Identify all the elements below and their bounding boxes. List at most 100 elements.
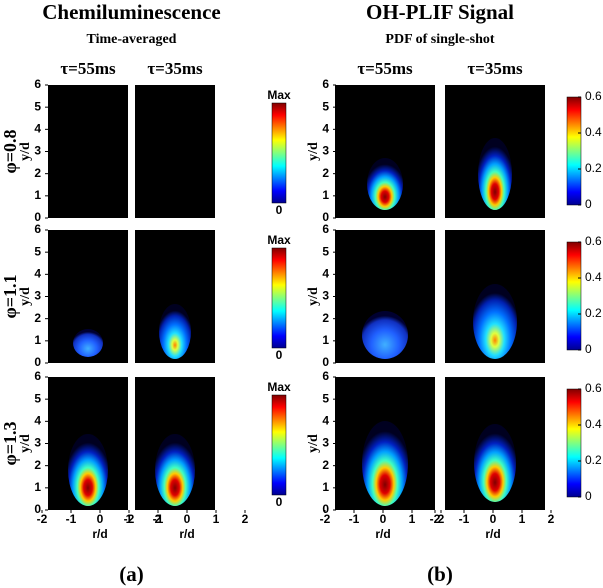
x-tick-label: -1 (459, 512, 470, 526)
y-tick-label: 1 (34, 188, 41, 202)
image-panel (135, 85, 215, 218)
y-tick-label: 3 (322, 289, 329, 303)
y-tick-label: 1 (34, 333, 41, 347)
y-tick-label: 1 (322, 188, 329, 202)
y-tick-label: 2 (322, 311, 329, 325)
colorbar-tick-label: 0.2 (585, 306, 602, 320)
x-tick-label: -2 (37, 512, 48, 526)
flame (473, 284, 517, 359)
y-tick-label: 3 (322, 436, 329, 450)
colorbar-tick-label: 0.6 (585, 381, 602, 395)
colorbar (271, 394, 287, 496)
column-label: τ=55ms (357, 59, 413, 78)
panel-label: (b) (427, 562, 453, 586)
colorbar-label: Max (267, 88, 291, 102)
colorbar-label: 0 (276, 495, 283, 509)
panel-label: (a) (119, 562, 144, 586)
colorbar (271, 247, 287, 349)
y-tick-label: 5 (322, 99, 329, 113)
colorbar-label: 0 (276, 203, 283, 217)
flame (159, 304, 191, 359)
colorbar-tick-label: 0.6 (585, 234, 602, 248)
colorbar-tick-label: 0.4 (585, 270, 602, 284)
y-tick-label: 0 (322, 502, 329, 516)
x-tick-label: -2 (430, 512, 441, 526)
colorbar-tick-label: 0.6 (585, 89, 602, 103)
colorbar-tick-label: 0 (585, 197, 592, 211)
colorbar-tick-label: 0.4 (585, 417, 602, 431)
y-tick-label: 5 (34, 391, 41, 405)
column-label: τ=35ms (147, 59, 203, 78)
flame (155, 434, 195, 506)
y-tick-label: 5 (322, 244, 329, 258)
row-label: φ=0.8 (0, 130, 20, 174)
y-tick-label: 6 (34, 77, 41, 91)
x-tick-label: 0 (97, 512, 104, 526)
group-subtitle: Time-averaged (87, 32, 177, 47)
colorbar-label: Max (267, 380, 291, 394)
y-tick-label: 0 (34, 502, 41, 516)
x-tick-label: 1 (126, 512, 133, 526)
x-tick-label: 0 (490, 512, 497, 526)
x-axis-label: r/d (92, 527, 107, 541)
flame (474, 424, 516, 502)
y-tick-label: 6 (322, 222, 329, 236)
x-tick-label: 2 (242, 512, 249, 526)
y-tick-label: 2 (34, 311, 41, 325)
y-tick-label: 5 (34, 99, 41, 113)
y-axis-label: y/d (18, 287, 33, 306)
y-axis-label: y/d (18, 142, 33, 161)
x-tick-label: -2 (124, 512, 135, 526)
y-tick-label: 6 (322, 369, 329, 383)
y-axis-label: y/d (306, 142, 321, 161)
x-tick-label: 0 (380, 512, 387, 526)
x-tick-label: 2 (438, 512, 445, 526)
x-tick-label: 1 (409, 512, 416, 526)
colorbar-tick-label: 0.4 (585, 125, 602, 139)
image-panel (48, 85, 128, 218)
row-label: φ=1.1 (0, 275, 20, 319)
colorbar-tick-label: 0 (585, 489, 592, 503)
x-axis-label: r/d (375, 527, 390, 541)
y-tick-label: 4 (34, 414, 41, 428)
y-tick-label: 2 (322, 458, 329, 472)
group-title: Chemiluminescence (42, 0, 220, 24)
x-tick-label: 0 (184, 512, 191, 526)
x-tick-label: 2 (548, 512, 555, 526)
colorbar (566, 96, 582, 206)
y-tick-label: 4 (322, 414, 329, 428)
colorbar (566, 388, 582, 498)
colorbar-tick-label: 0 (585, 342, 592, 356)
y-tick-label: 3 (322, 144, 329, 158)
y-tick-label: 4 (322, 122, 329, 136)
column-label: τ=35ms (467, 59, 523, 78)
y-axis-label: y/d (18, 434, 33, 453)
colorbar (566, 241, 582, 351)
y-tick-label: 3 (34, 289, 41, 303)
y-tick-label: 5 (322, 391, 329, 405)
y-tick-label: 0 (322, 210, 329, 224)
y-tick-label: 1 (322, 333, 329, 347)
y-tick-label: 3 (34, 436, 41, 450)
y-tick-label: 3 (34, 144, 41, 158)
y-tick-label: 0 (322, 355, 329, 369)
y-axis-label: y/d (306, 287, 321, 306)
y-tick-label: 4 (34, 122, 41, 136)
colorbar-label: Max (267, 233, 291, 247)
row-label: φ=1.3 (0, 422, 20, 466)
colorbar (271, 102, 287, 204)
flame (362, 311, 408, 359)
flame (68, 434, 108, 506)
flame (362, 421, 408, 506)
x-tick-label: -2 (320, 512, 331, 526)
x-axis-label: r/d (485, 527, 500, 541)
y-tick-label: 1 (34, 480, 41, 494)
x-axis-label: r/d (179, 527, 194, 541)
y-tick-label: 4 (322, 267, 329, 281)
y-tick-label: 6 (322, 77, 329, 91)
flame (367, 158, 403, 210)
y-tick-label: 5 (34, 244, 41, 258)
y-tick-label: 2 (34, 458, 41, 472)
y-tick-label: 4 (34, 267, 41, 281)
